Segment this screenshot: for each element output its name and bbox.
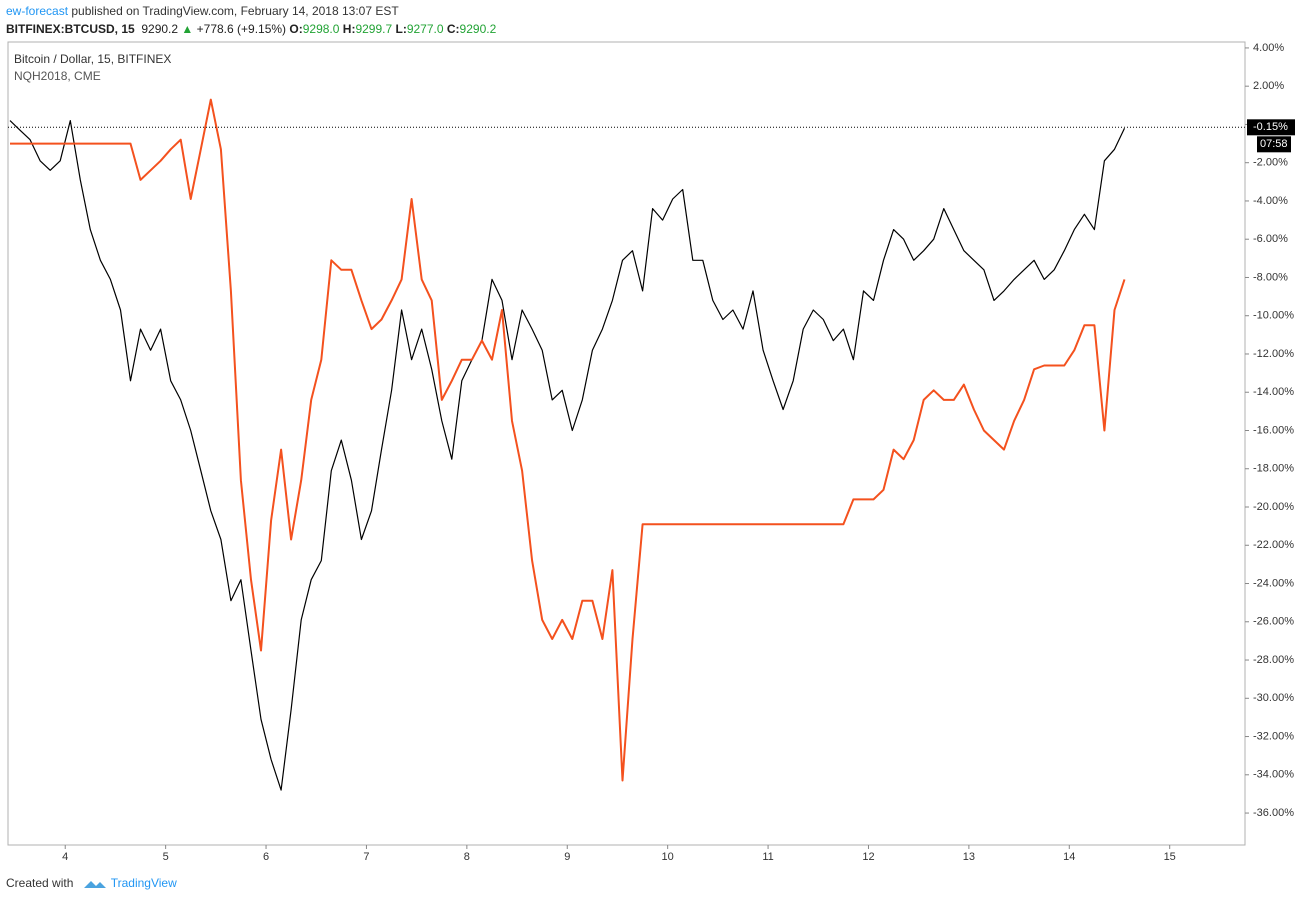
y-tick-label: -36.00% <box>1253 807 1294 819</box>
y-tick-label: -24.00% <box>1253 577 1294 589</box>
x-tick-label: 8 <box>464 851 470 863</box>
header: ew-forecast published on TradingView.com… <box>6 4 399 18</box>
open: 9298.0 <box>302 22 340 36</box>
y-tick-label: -12.00% <box>1253 348 1294 360</box>
footer: Created with TradingView <box>6 876 177 890</box>
logo <box>83 880 106 888</box>
y-tick-label: -26.00% <box>1253 616 1294 628</box>
x-tick-label: 7 <box>363 851 369 863</box>
x-tick-label: 12 <box>862 851 874 863</box>
symbol: BITFINEX:BTCUSD, 15 <box>6 22 135 36</box>
x-tick-label: 15 <box>1164 851 1176 863</box>
y-tick-label: -14.00% <box>1253 386 1294 398</box>
author[interactable]: ew-forecast <box>6 4 69 18</box>
x-tick-label: 10 <box>662 851 674 863</box>
y-tick-label: 4.00% <box>1253 42 1284 54</box>
x-tick-label: 4 <box>62 851 68 863</box>
brand[interactable]: TradingView <box>110 876 177 890</box>
low-label: L: <box>395 22 407 36</box>
legend-entry: NQH2018, CME <box>14 69 101 83</box>
created-with: Created with <box>6 876 74 890</box>
x-tick-label: 6 <box>263 851 269 863</box>
close-label: C: <box>446 22 460 36</box>
published: published on TradingView.com, February 1… <box>71 4 399 18</box>
y-tick-label: 2.00% <box>1253 80 1284 92</box>
countdown-label: 07:58 <box>1260 138 1288 150</box>
y-tick-label: -2.00% <box>1253 157 1288 169</box>
y-tick-label: -32.00% <box>1253 730 1294 742</box>
y-tick-label: -8.00% <box>1253 271 1288 283</box>
y-tick-label: -20.00% <box>1253 501 1294 513</box>
x-tick-label: 13 <box>963 851 975 863</box>
y-tick-label: -22.00% <box>1253 539 1294 551</box>
x-tick-label: 14 <box>1063 851 1075 863</box>
y-tick-label: -10.00% <box>1253 310 1294 322</box>
series-line <box>9 120 1126 791</box>
close: 9290.2 <box>459 22 497 36</box>
countdown-box <box>1257 136 1291 153</box>
legend-entry: Bitcoin / Dollar, 15, BITFINEX <box>14 52 171 66</box>
change: +778.6 (+9.15%) <box>196 22 287 36</box>
y-tick-label: -28.00% <box>1253 654 1294 666</box>
open-label: O: <box>289 22 303 36</box>
high: 9299.7 <box>355 22 393 36</box>
y-tick-label: -16.00% <box>1253 424 1294 436</box>
y-tick-label: -30.00% <box>1253 692 1294 704</box>
last-price-label: -0.15% <box>1253 121 1288 133</box>
y-tick-label: -4.00% <box>1253 195 1288 207</box>
low: 9277.0 <box>406 22 444 36</box>
last-price-box <box>1247 119 1295 136</box>
up-arrow: ▲ <box>181 22 194 36</box>
plot-frame <box>7 41 1246 846</box>
x-tick-label: 5 <box>163 851 169 863</box>
y-tick-label: -18.00% <box>1253 463 1294 475</box>
high-label: H: <box>342 22 356 36</box>
series-line <box>10 98 1126 782</box>
last: 9290.2 <box>141 22 179 36</box>
y-tick-label: -6.00% <box>1253 233 1288 245</box>
x-tick-label: 9 <box>564 851 570 863</box>
x-tick-label: 11 <box>762 851 773 863</box>
symbol-bar: BITFINEX:BTCUSD, 15 9290.2 ▲ +778.6 (+9.… <box>6 22 496 36</box>
y-tick-label: -34.00% <box>1253 769 1294 781</box>
